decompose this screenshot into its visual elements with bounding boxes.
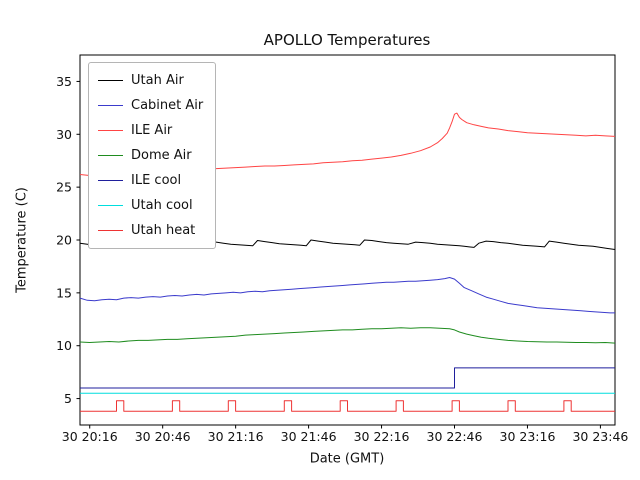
legend-label: Dome Air: [131, 148, 192, 163]
x-tick-label: 30 23:46: [572, 429, 628, 444]
chart-title: APOLLO Temperatures: [263, 31, 431, 49]
legend-label: ILE Air: [131, 123, 173, 138]
legend-line-swatch: [98, 205, 123, 206]
x-tick-label: 30 22:16: [354, 429, 410, 444]
y-tick-label: 15: [56, 285, 72, 300]
legend-label: ILE cool: [131, 173, 182, 188]
series-line-cabinet-air: [79, 277, 615, 314]
legend-item-ile-cool: ILE cool: [98, 168, 203, 193]
legend-item-utah-cool: Utah cool: [98, 193, 203, 218]
x-tick-label: 30 21:16: [208, 429, 264, 444]
legend-item-ile-air: ILE Air: [98, 118, 203, 143]
y-tick-label: 20: [56, 233, 72, 248]
legend-label: Utah Air: [131, 73, 184, 88]
y-tick-label: 5: [64, 391, 72, 406]
legend-label: Cabinet Air: [131, 98, 204, 113]
legend-line-swatch: [98, 230, 123, 231]
legend-line-swatch: [98, 130, 123, 131]
legend-line-swatch: [98, 155, 123, 156]
y-axis-label: Temperature (C): [14, 187, 30, 293]
series-line-ile-cool: [80, 367, 615, 389]
legend-label: Utah heat: [131, 223, 196, 238]
series-line-utah-heat: [80, 400, 615, 412]
y-tick-label: 30: [56, 127, 72, 142]
legend-item-dome-air: Dome Air: [98, 143, 203, 168]
x-tick-label: 30 20:16: [62, 429, 118, 444]
legend-line-swatch: [98, 105, 123, 106]
y-tick-label: 35: [56, 74, 72, 89]
legend: Utah Air Cabinet Air ILE Air Dome Air ILE co…: [88, 62, 217, 249]
legend-item-cabinet-air: Cabinet Air: [98, 93, 203, 118]
x-tick-label: 30 20:46: [135, 429, 191, 444]
legend-line-swatch: [98, 80, 123, 81]
y-tick-label: 10: [56, 338, 72, 353]
legend-label: Utah cool: [131, 198, 193, 213]
x-tick-label: 30 21:46: [281, 429, 337, 444]
x-axis-label: Date (GMT): [309, 451, 385, 467]
x-tick-label: 30 22:46: [427, 429, 483, 444]
y-tick-label: 25: [56, 180, 72, 195]
legend-item-utah-air: Utah Air: [98, 68, 203, 93]
x-tick-label: 30 23:16: [500, 429, 556, 444]
series-line-dome-air: [79, 327, 616, 344]
legend-item-utah-heat: Utah heat: [98, 218, 203, 243]
legend-line-swatch: [98, 180, 123, 181]
